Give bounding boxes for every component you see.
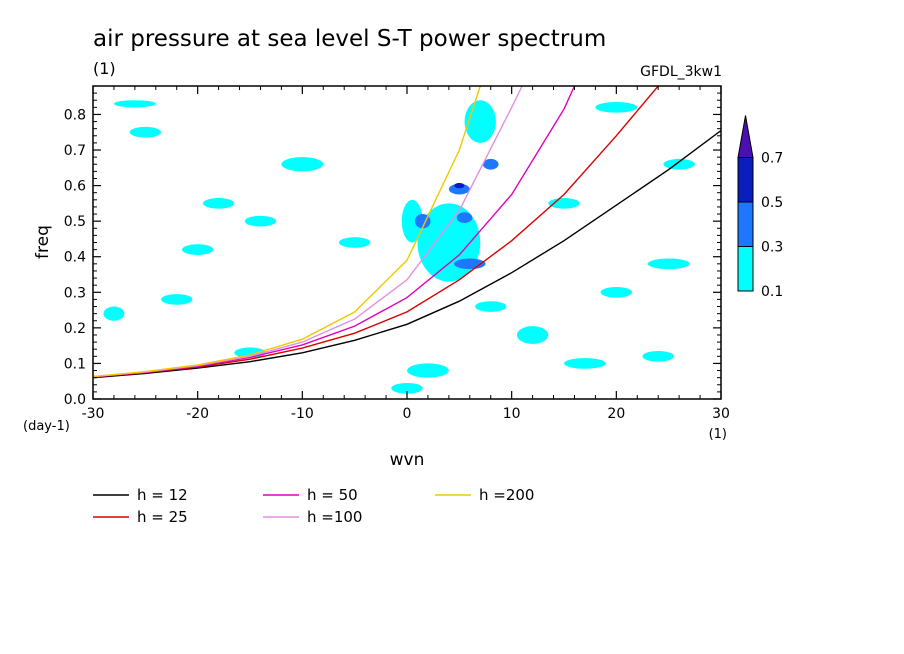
contour-regions [103, 100, 695, 394]
y-tick-label: 0.6 [64, 179, 86, 195]
series-line [93, 129, 721, 379]
contour-patch [475, 301, 507, 312]
colorbar-segment [737, 201, 754, 247]
contour-patch [202, 198, 235, 209]
contour-patch [338, 237, 371, 248]
y-tick-label: 0.1 [64, 356, 86, 372]
contour-patch [595, 102, 638, 113]
contour-patch [181, 244, 214, 255]
contour-patch [647, 258, 690, 270]
model-name: GFDL_3kw1 [640, 64, 722, 80]
colorbar-label: 0.1 [761, 284, 783, 300]
contour-patch [391, 382, 423, 394]
y-unit-label: (day-1) [23, 419, 70, 434]
x-axis-title: wvn [390, 450, 425, 470]
contour-patch [642, 350, 674, 362]
contour-patch [281, 157, 324, 172]
legend-label: h = 25 [137, 508, 188, 526]
legend-label: h =200 [479, 486, 534, 504]
colorbar: 0.1 0.3 0.5 0.7 [737, 115, 783, 300]
dispersion-curves [93, 86, 721, 379]
x-tick-label: -30 [82, 406, 105, 422]
contour-patch [516, 326, 549, 344]
contour-patch [161, 294, 193, 305]
colorbar-segment [737, 157, 754, 203]
y-tick-label: 0.0 [64, 392, 86, 408]
contour-patch [401, 199, 423, 243]
y-axis-title: freq [33, 225, 53, 259]
y-tick-label: 0.8 [64, 107, 86, 123]
legend-label: h = 50 [307, 486, 358, 504]
y-tick-label: 0.7 [64, 143, 86, 159]
legend-label: h =100 [307, 508, 362, 526]
chart-title: air pressure at sea level S-T power spec… [93, 26, 606, 52]
contour-patch [456, 212, 473, 223]
contour-patch [407, 363, 449, 378]
contour-patch [663, 158, 695, 170]
contour-patch [482, 158, 499, 170]
contour-patch [103, 306, 125, 321]
y-tick-label: 0.5 [64, 214, 86, 230]
x-tick-label: 0 [403, 406, 412, 422]
colorbar-label: 0.3 [761, 240, 783, 256]
legend-label: h = 12 [137, 486, 188, 504]
contour-patch [600, 286, 633, 298]
y-tick-label: 0.3 [64, 285, 86, 301]
y-axis: 0.0 0.1 0.2 0.3 0.4 0.5 0.6 0.7 0.8 [64, 92, 721, 408]
contour-patch [129, 126, 162, 138]
x-tick-label: -20 [186, 406, 209, 422]
legend: h = 12 h = 25 h = 50 h =100 h =200 [93, 486, 534, 526]
x-unit-label: (1) [709, 427, 727, 442]
contour-patch [113, 100, 156, 108]
colorbar-segment [737, 246, 754, 292]
colorbar-label: 0.5 [761, 195, 783, 211]
y-tick-label: 0.2 [64, 321, 86, 337]
x-tick-label: 10 [503, 406, 521, 422]
contour-patch [448, 183, 470, 195]
x-tick-label: 30 [712, 406, 730, 422]
series-line [93, 86, 481, 378]
x-axis: -30 -20 -10 0 10 20 30 [82, 86, 730, 422]
contour-patch [564, 358, 606, 369]
x-tick-label: 20 [607, 406, 625, 422]
colorbar-label: 0.7 [761, 151, 783, 167]
x-tick-label: -10 [291, 406, 314, 422]
contour-patch [454, 182, 465, 189]
y-tick-label: 0.4 [64, 250, 86, 266]
contour-patch [244, 215, 277, 227]
colorbar-extend-arrow [737, 115, 754, 158]
chart-units: (1) [93, 59, 116, 78]
